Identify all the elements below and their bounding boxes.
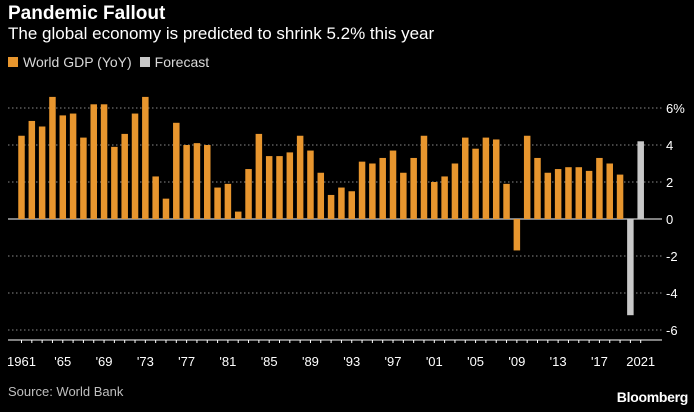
chart-subtitle: The global economy is predicted to shrin…: [8, 24, 435, 43]
x-tick-label: '89: [302, 354, 319, 369]
bar-world-gdp: [606, 163, 613, 219]
bar-world-gdp: [276, 156, 283, 219]
bar-world-gdp: [513, 219, 521, 251]
y-tick-label: 2: [666, 175, 673, 190]
bar-world-gdp: [482, 137, 490, 219]
bar-world-gdp: [28, 120, 36, 219]
x-tick-label: '69: [96, 354, 113, 369]
bar-world-gdp: [80, 137, 87, 219]
bar-world-gdp: [59, 115, 67, 219]
bar-forecast: [627, 219, 634, 316]
x-tick-label: '17: [591, 354, 608, 369]
x-tick-label: '85: [261, 354, 278, 369]
legend-label-world-gdp: World GDP (YoY): [23, 54, 132, 70]
x-tick-label: '65: [54, 354, 71, 369]
bar-world-gdp: [462, 137, 469, 219]
bar-world-gdp: [472, 148, 479, 219]
bar-world-gdp: [234, 211, 242, 219]
bar-world-gdp: [451, 163, 459, 219]
bar-world-gdp: [100, 104, 108, 219]
bar-world-gdp: [317, 172, 325, 219]
x-tick-label: '77: [178, 354, 195, 369]
legend-item-world-gdp: World GDP (YoY): [8, 54, 132, 70]
bar-world-gdp: [338, 187, 345, 219]
legend-swatch-world-gdp: [8, 57, 18, 67]
bar-world-gdp: [90, 104, 97, 219]
bar-world-gdp: [616, 174, 624, 219]
bar-chart: 6% 4 2 0 -2 -4 -6 1961 '65 '69 '73 '77 '81 '85 '89 '93 '…: [7, 96, 685, 369]
bar-world-gdp: [245, 169, 252, 219]
bloomberg-logo: Bloomberg: [616, 389, 689, 405]
bar-world-gdp: [358, 161, 366, 219]
bar-world-gdp: [183, 145, 190, 219]
bar-world-gdp: [369, 163, 376, 219]
y-tick-label: -2: [666, 249, 678, 264]
bar-world-gdp: [162, 198, 170, 219]
y-tick-label: 0: [666, 212, 673, 227]
bar-world-gdp: [286, 152, 294, 219]
x-tick-label: '09: [508, 354, 525, 369]
chart-legend: World GDP (YoY) Forecast: [8, 54, 217, 70]
legend-swatch-forecast: [139, 57, 150, 67]
bar-world-gdp: [193, 143, 201, 219]
bar-world-gdp: [389, 150, 397, 219]
y-tick-label: 4: [666, 138, 673, 153]
bar-world-gdp: [38, 126, 46, 219]
bar-world-gdp: [69, 113, 77, 219]
bar-world-gdp: [575, 167, 583, 219]
bar-world-gdp: [224, 183, 232, 219]
bar-world-gdp: [255, 133, 263, 219]
bar-world-gdp: [554, 169, 562, 219]
bar-world-gdp: [214, 187, 221, 219]
bar-world-gdp: [400, 172, 407, 219]
bar-world-gdp: [152, 176, 159, 219]
legend-label-forecast: Forecast: [154, 54, 210, 70]
bar-world-gdp: [523, 135, 531, 219]
x-tick-label: 1961: [7, 354, 36, 369]
bar-world-gdp: [131, 113, 139, 219]
bar-world-gdp: [18, 135, 25, 219]
bar-world-gdp: [173, 122, 180, 219]
bar-world-gdp: [49, 96, 56, 219]
y-tick-label: -4: [666, 286, 678, 301]
x-tick-label: '01: [426, 354, 443, 369]
bar-world-gdp: [585, 170, 593, 219]
source-note: Source: World Bank: [8, 384, 124, 399]
bar-world-gdp: [431, 182, 438, 219]
bar-forecast: [637, 141, 644, 219]
x-tick-label: '97: [385, 354, 402, 369]
bar-world-gdp: [596, 157, 603, 219]
x-tick-label: '05: [467, 354, 484, 369]
bar-world-gdp: [544, 172, 552, 219]
bar-world-gdp: [348, 191, 355, 219]
bar-world-gdp: [441, 176, 448, 219]
bar-world-gdp: [296, 135, 304, 219]
bar-world-gdp: [492, 139, 500, 219]
bar-world-gdp: [565, 167, 572, 219]
y-tick-label: -6: [666, 323, 678, 338]
bar-world-gdp: [142, 96, 149, 219]
bar-world-gdp: [204, 145, 211, 219]
bar-world-gdp: [503, 183, 510, 219]
x-tick-label: '13: [550, 354, 567, 369]
x-tick-label: '93: [343, 354, 360, 369]
legend-item-forecast: Forecast: [139, 54, 210, 70]
bar-world-gdp: [534, 157, 541, 219]
x-tick-label: '73: [137, 354, 154, 369]
chart-title: Pandemic Fallout: [8, 3, 166, 24]
x-tick-label: 2021: [626, 354, 655, 369]
bar-world-gdp: [111, 146, 118, 219]
bar-world-gdp: [327, 194, 335, 219]
bar-world-gdp: [420, 135, 428, 219]
x-tick-label: '81: [219, 354, 236, 369]
bar-world-gdp: [410, 157, 417, 219]
bar-world-gdp: [121, 133, 128, 219]
bar-world-gdp: [265, 156, 273, 219]
bar-world-gdp: [379, 157, 386, 219]
y-tick-label: 6%: [666, 101, 685, 116]
bar-world-gdp: [307, 150, 314, 219]
